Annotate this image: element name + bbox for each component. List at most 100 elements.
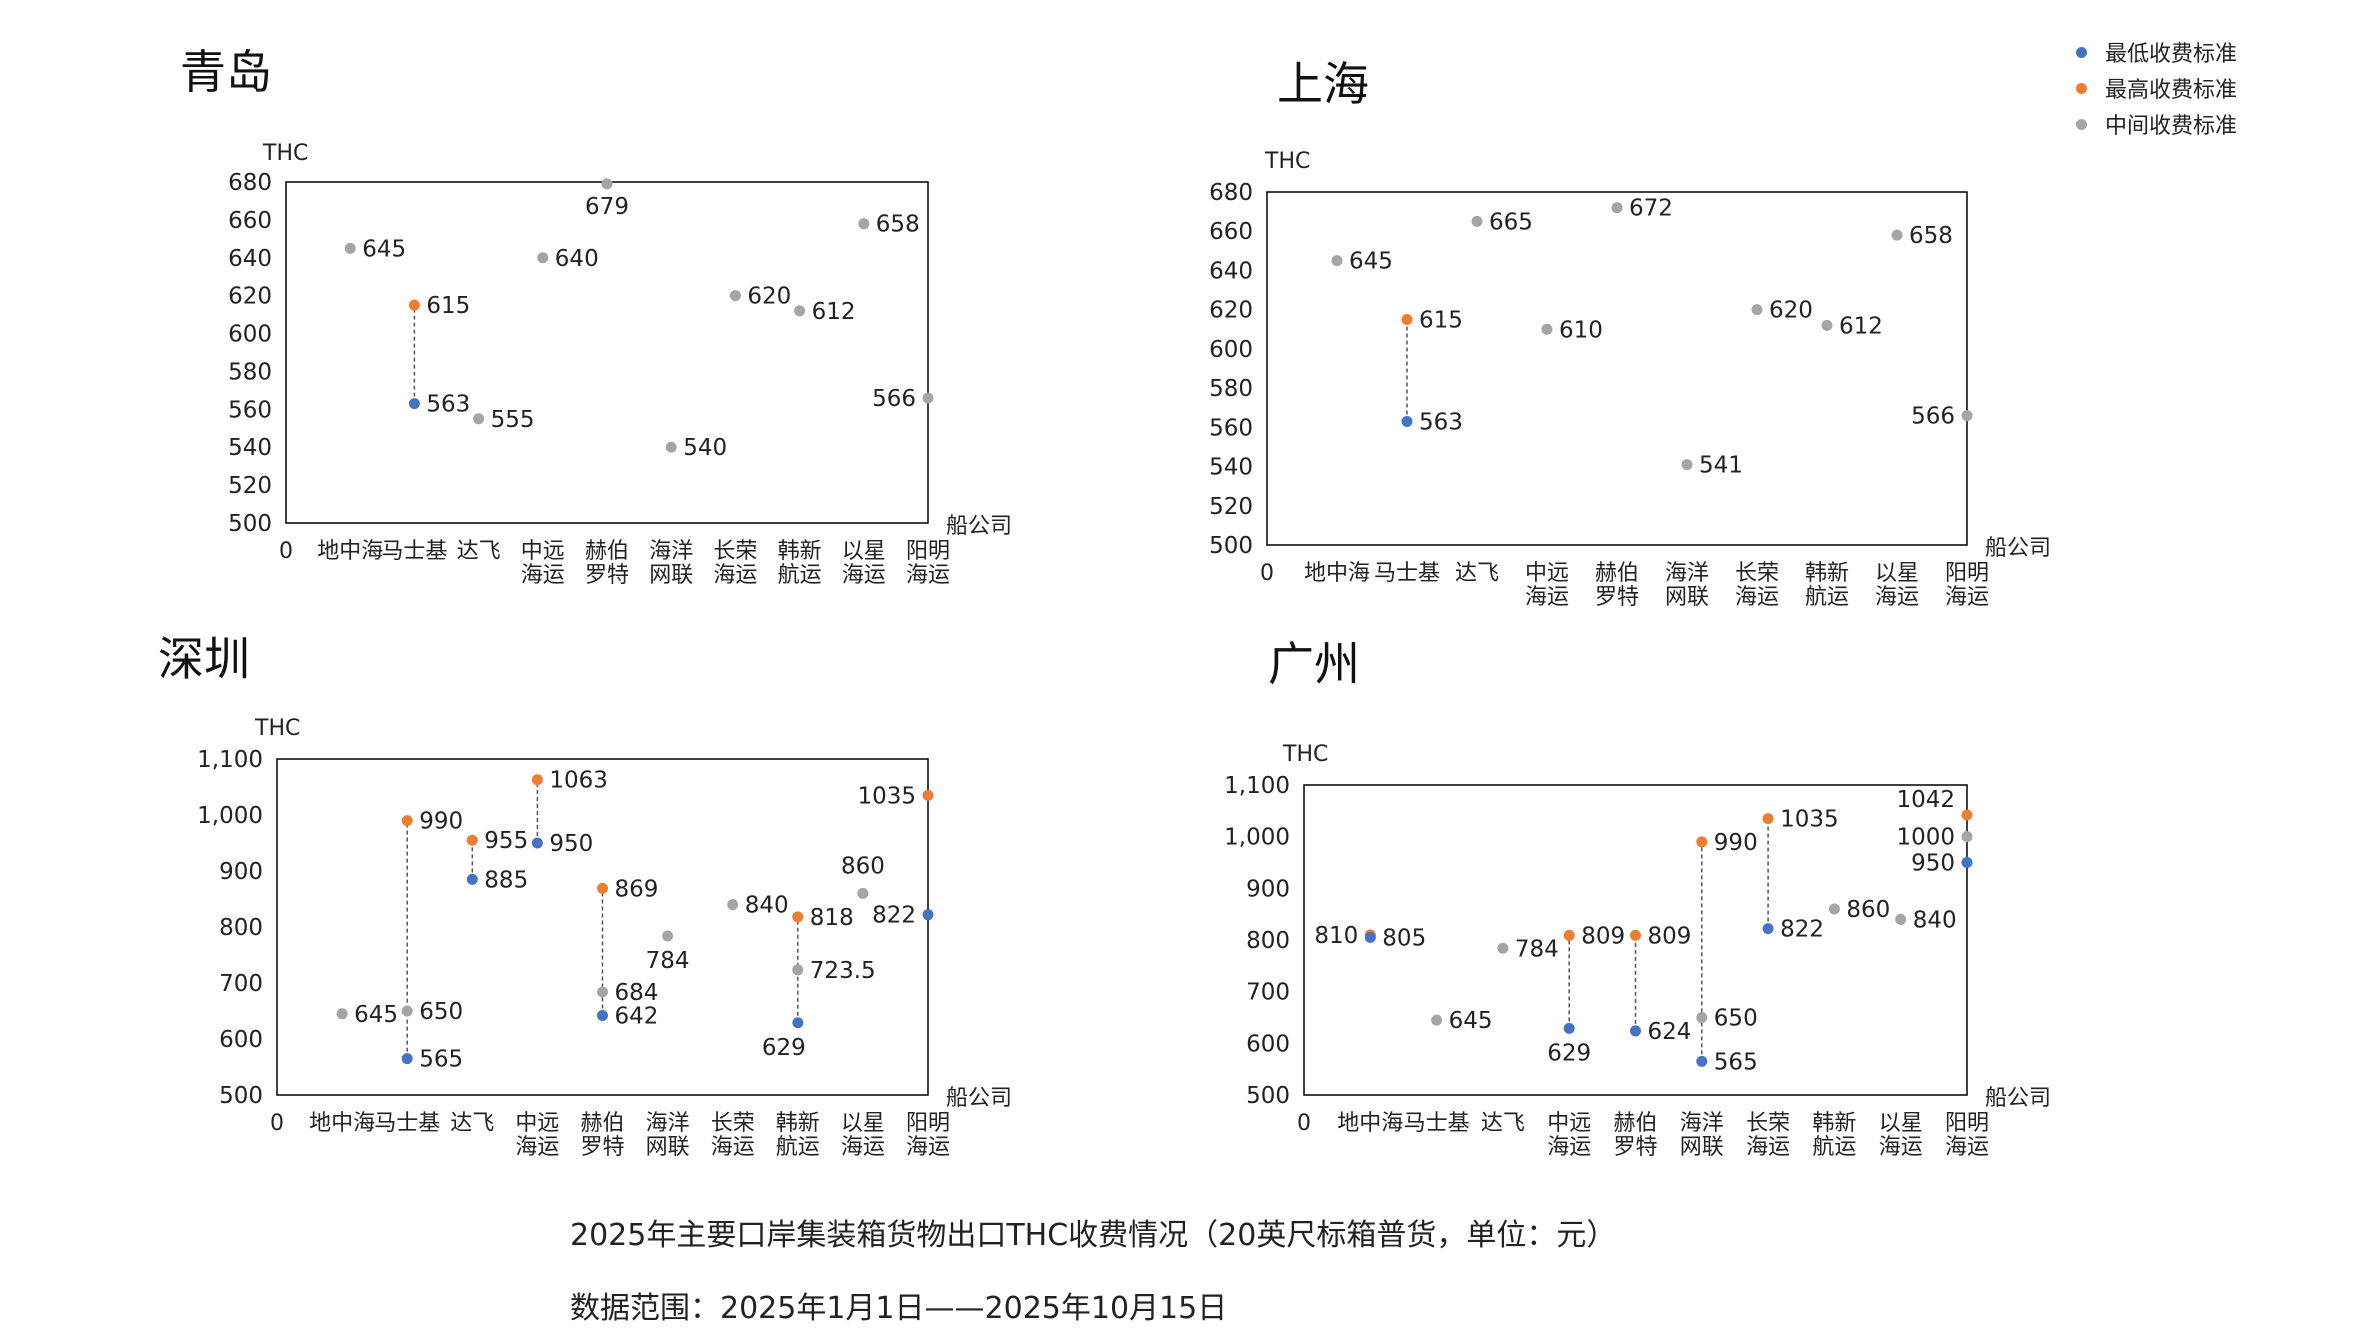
data-label: 805 (1382, 925, 1426, 951)
y-tick-label: 900 (1246, 876, 1290, 902)
x-category-label: 地中海 (1337, 1111, 1403, 1136)
x-category-label: 海运 (1547, 1135, 1591, 1160)
y-tick-label: 700 (1246, 980, 1290, 1006)
data-label: 615 (426, 293, 470, 319)
data-point-mid (858, 218, 870, 230)
x-category-label: 海运 (906, 1135, 950, 1160)
x-origin-label: 0 (1260, 561, 1274, 586)
x-category-label: 赫伯 (1595, 561, 1639, 586)
y-tick-label: 1,000 (197, 803, 263, 829)
y-tick-label: 620 (228, 284, 272, 310)
data-point-mid (1497, 942, 1509, 954)
data-label: 650 (419, 999, 463, 1025)
x-category-label: 中远 (521, 539, 565, 564)
x-category-label: 海洋 (1680, 1111, 1724, 1136)
data-point-max (1630, 929, 1641, 941)
x-category-label: 航运 (1812, 1135, 1856, 1160)
data-point-mid (336, 1008, 348, 1020)
x-category-label: 海运 (1945, 585, 1989, 610)
x-origin-label: 0 (279, 539, 293, 564)
data-point-max (1696, 836, 1708, 848)
legend-item-min: 最低收费标准 (2076, 34, 2237, 70)
x-category-label: 海运 (1879, 1135, 1923, 1160)
chart-title: 广州 (1268, 637, 1360, 691)
x-category-label: 海洋 (1665, 561, 1709, 586)
x-category-label: 网联 (646, 1135, 690, 1160)
data-point-mid (792, 964, 804, 976)
x-category-label: 马士基 (381, 539, 447, 564)
data-point-min (1401, 415, 1413, 427)
x-category-label: 地中海 (1304, 561, 1370, 586)
data-label: 629 (1547, 1040, 1591, 1066)
x-category-label: 航运 (1805, 585, 1849, 610)
y-tick-label: 600 (1246, 1031, 1290, 1057)
data-point-max (792, 911, 804, 923)
x-category-label: 中远 (1547, 1111, 1591, 1136)
data-point-mid (922, 392, 934, 404)
x-category-label: 韩新 (1805, 561, 1849, 586)
x-category-label: 马士基 (374, 1111, 440, 1136)
data-point-mid (1895, 913, 1907, 925)
x-category-label: 阳明 (906, 539, 950, 564)
data-point-mid (1961, 831, 1973, 843)
y-tick-label: 660 (228, 208, 272, 234)
data-label: 563 (1419, 409, 1463, 435)
data-point-mid (1331, 255, 1343, 267)
legend-marker-mid (2076, 118, 2087, 130)
data-point-mid (601, 178, 613, 190)
x-category-label: 海运 (1945, 1135, 1989, 1160)
data-label: 818 (810, 905, 854, 931)
x-category-label: 罗特 (580, 1135, 624, 1160)
data-point-max (466, 834, 478, 846)
data-point-min (1762, 923, 1774, 935)
data-point-mid (727, 899, 739, 911)
x-origin-label: 0 (270, 1111, 284, 1136)
y-tick-label: 680 (1209, 180, 1253, 206)
data-label: 955 (484, 828, 528, 854)
data-point-max (401, 815, 413, 827)
x-category-label: 海运 (1735, 585, 1779, 610)
data-label: 645 (1349, 249, 1393, 275)
y-tick-label: 660 (1209, 219, 1253, 245)
data-point-min (408, 398, 420, 410)
y-tick-label: 1,000 (1224, 825, 1290, 851)
data-label: 860 (841, 853, 885, 879)
data-label: 1063 (549, 768, 608, 794)
y-tick-label: 620 (1209, 298, 1253, 324)
data-label: 610 (1559, 317, 1603, 343)
x-category-label: 海洋 (646, 1111, 690, 1136)
data-point-min (1563, 1022, 1575, 1034)
data-point-max (1762, 813, 1774, 825)
legend-label-min: 最低收费标准 (2105, 42, 2238, 67)
y-tick-label: 500 (228, 511, 272, 537)
x-category-label: 韩新 (778, 539, 822, 564)
legend-label-max: 最高收费标准 (2105, 78, 2238, 103)
x-category-label: 海运 (1525, 585, 1569, 610)
y-tick-label: 900 (219, 859, 263, 885)
x-axis-label: 船公司 (946, 514, 1012, 539)
y-tick-label: 800 (219, 915, 263, 941)
x-category-label: 海运 (713, 563, 757, 588)
data-point-mid (344, 242, 356, 254)
data-point-max (922, 789, 934, 801)
y-tick-label: 540 (1209, 455, 1253, 481)
x-category-label: 赫伯 (580, 1111, 624, 1136)
x-category-label: 韩新 (1812, 1111, 1856, 1136)
x-category-label: 以星 (1879, 1111, 1923, 1136)
data-label: 860 (1846, 897, 1890, 923)
data-label: 1000 (1896, 825, 1955, 851)
x-category-label: 韩新 (776, 1111, 820, 1136)
data-point-min (922, 909, 934, 921)
data-label: 642 (615, 1003, 659, 1029)
data-label: 684 (615, 980, 659, 1006)
data-point-min (792, 1017, 804, 1029)
data-label: 665 (1489, 209, 1533, 235)
x-category-label: 马士基 (1374, 561, 1440, 586)
data-point-mid (794, 305, 806, 317)
data-label: 1042 (1896, 787, 1955, 813)
figure-caption: 2025年主要口岸集装箱货物出口THC收费情况（20英尺标箱普货，单位：元） (570, 1218, 1617, 1253)
legend-marker-max (2076, 82, 2087, 94)
data-point-max (597, 882, 608, 894)
x-category-label: 阳明 (1945, 1111, 1989, 1136)
x-category-label: 以星 (842, 539, 886, 564)
